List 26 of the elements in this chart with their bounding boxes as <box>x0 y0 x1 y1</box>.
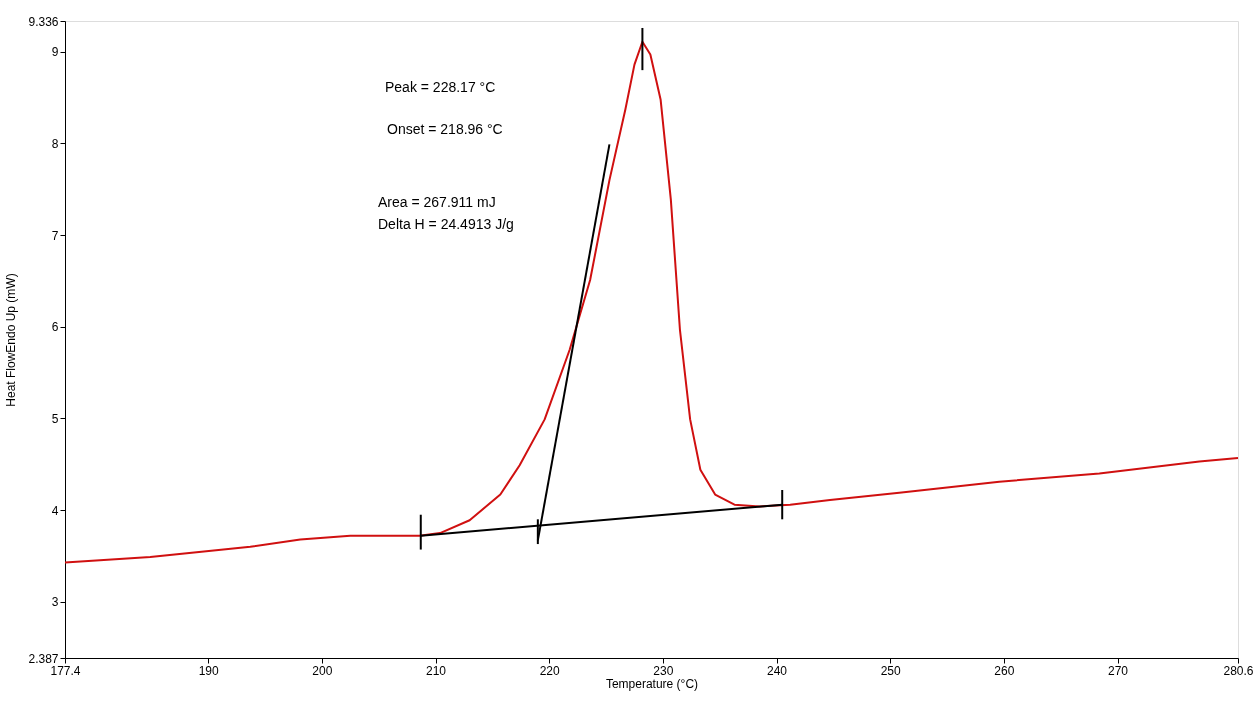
x-tick-label: 250 <box>880 663 902 678</box>
x-tick-label: 210 <box>426 663 447 678</box>
x-tick-label: 240 <box>767 663 788 678</box>
x-tick-label: 230 <box>653 663 674 678</box>
x-tick-label: 200 <box>312 663 333 678</box>
annotation: Onset = 218.96 °C <box>387 121 503 137</box>
y-axis-title: Heat FlowEndo Up (mW) <box>4 273 19 407</box>
y-tick-label: 7 <box>51 228 59 243</box>
annotation: Peak = 228.17 °C <box>385 79 496 95</box>
y-tick-label: 2.387 <box>28 651 59 666</box>
annotation: Area = 267.911 mJ <box>378 194 496 210</box>
y-tick-label: 9 <box>51 45 59 60</box>
x-tick-label: 177.4 <box>50 663 81 678</box>
y-tick-label: 3 <box>51 595 59 610</box>
x-tick-label: 190 <box>198 663 220 678</box>
annotation: Delta H = 24.4913 J/g <box>378 216 514 232</box>
x-tick-label: 280.6 <box>1223 663 1254 678</box>
y-tick-label: 6 <box>51 320 59 335</box>
y-tick-label: 5 <box>51 411 59 426</box>
x-tick-label: 260 <box>994 663 1015 678</box>
x-axis-title: Temperature (°C) <box>605 676 699 691</box>
x-tick-label: 220 <box>539 663 561 678</box>
x-tick-label: 270 <box>1108 663 1129 678</box>
y-tick-label: 8 <box>51 136 59 151</box>
y-tick-label: 4 <box>51 503 59 518</box>
y-tick-label: 9.336 <box>28 14 59 29</box>
